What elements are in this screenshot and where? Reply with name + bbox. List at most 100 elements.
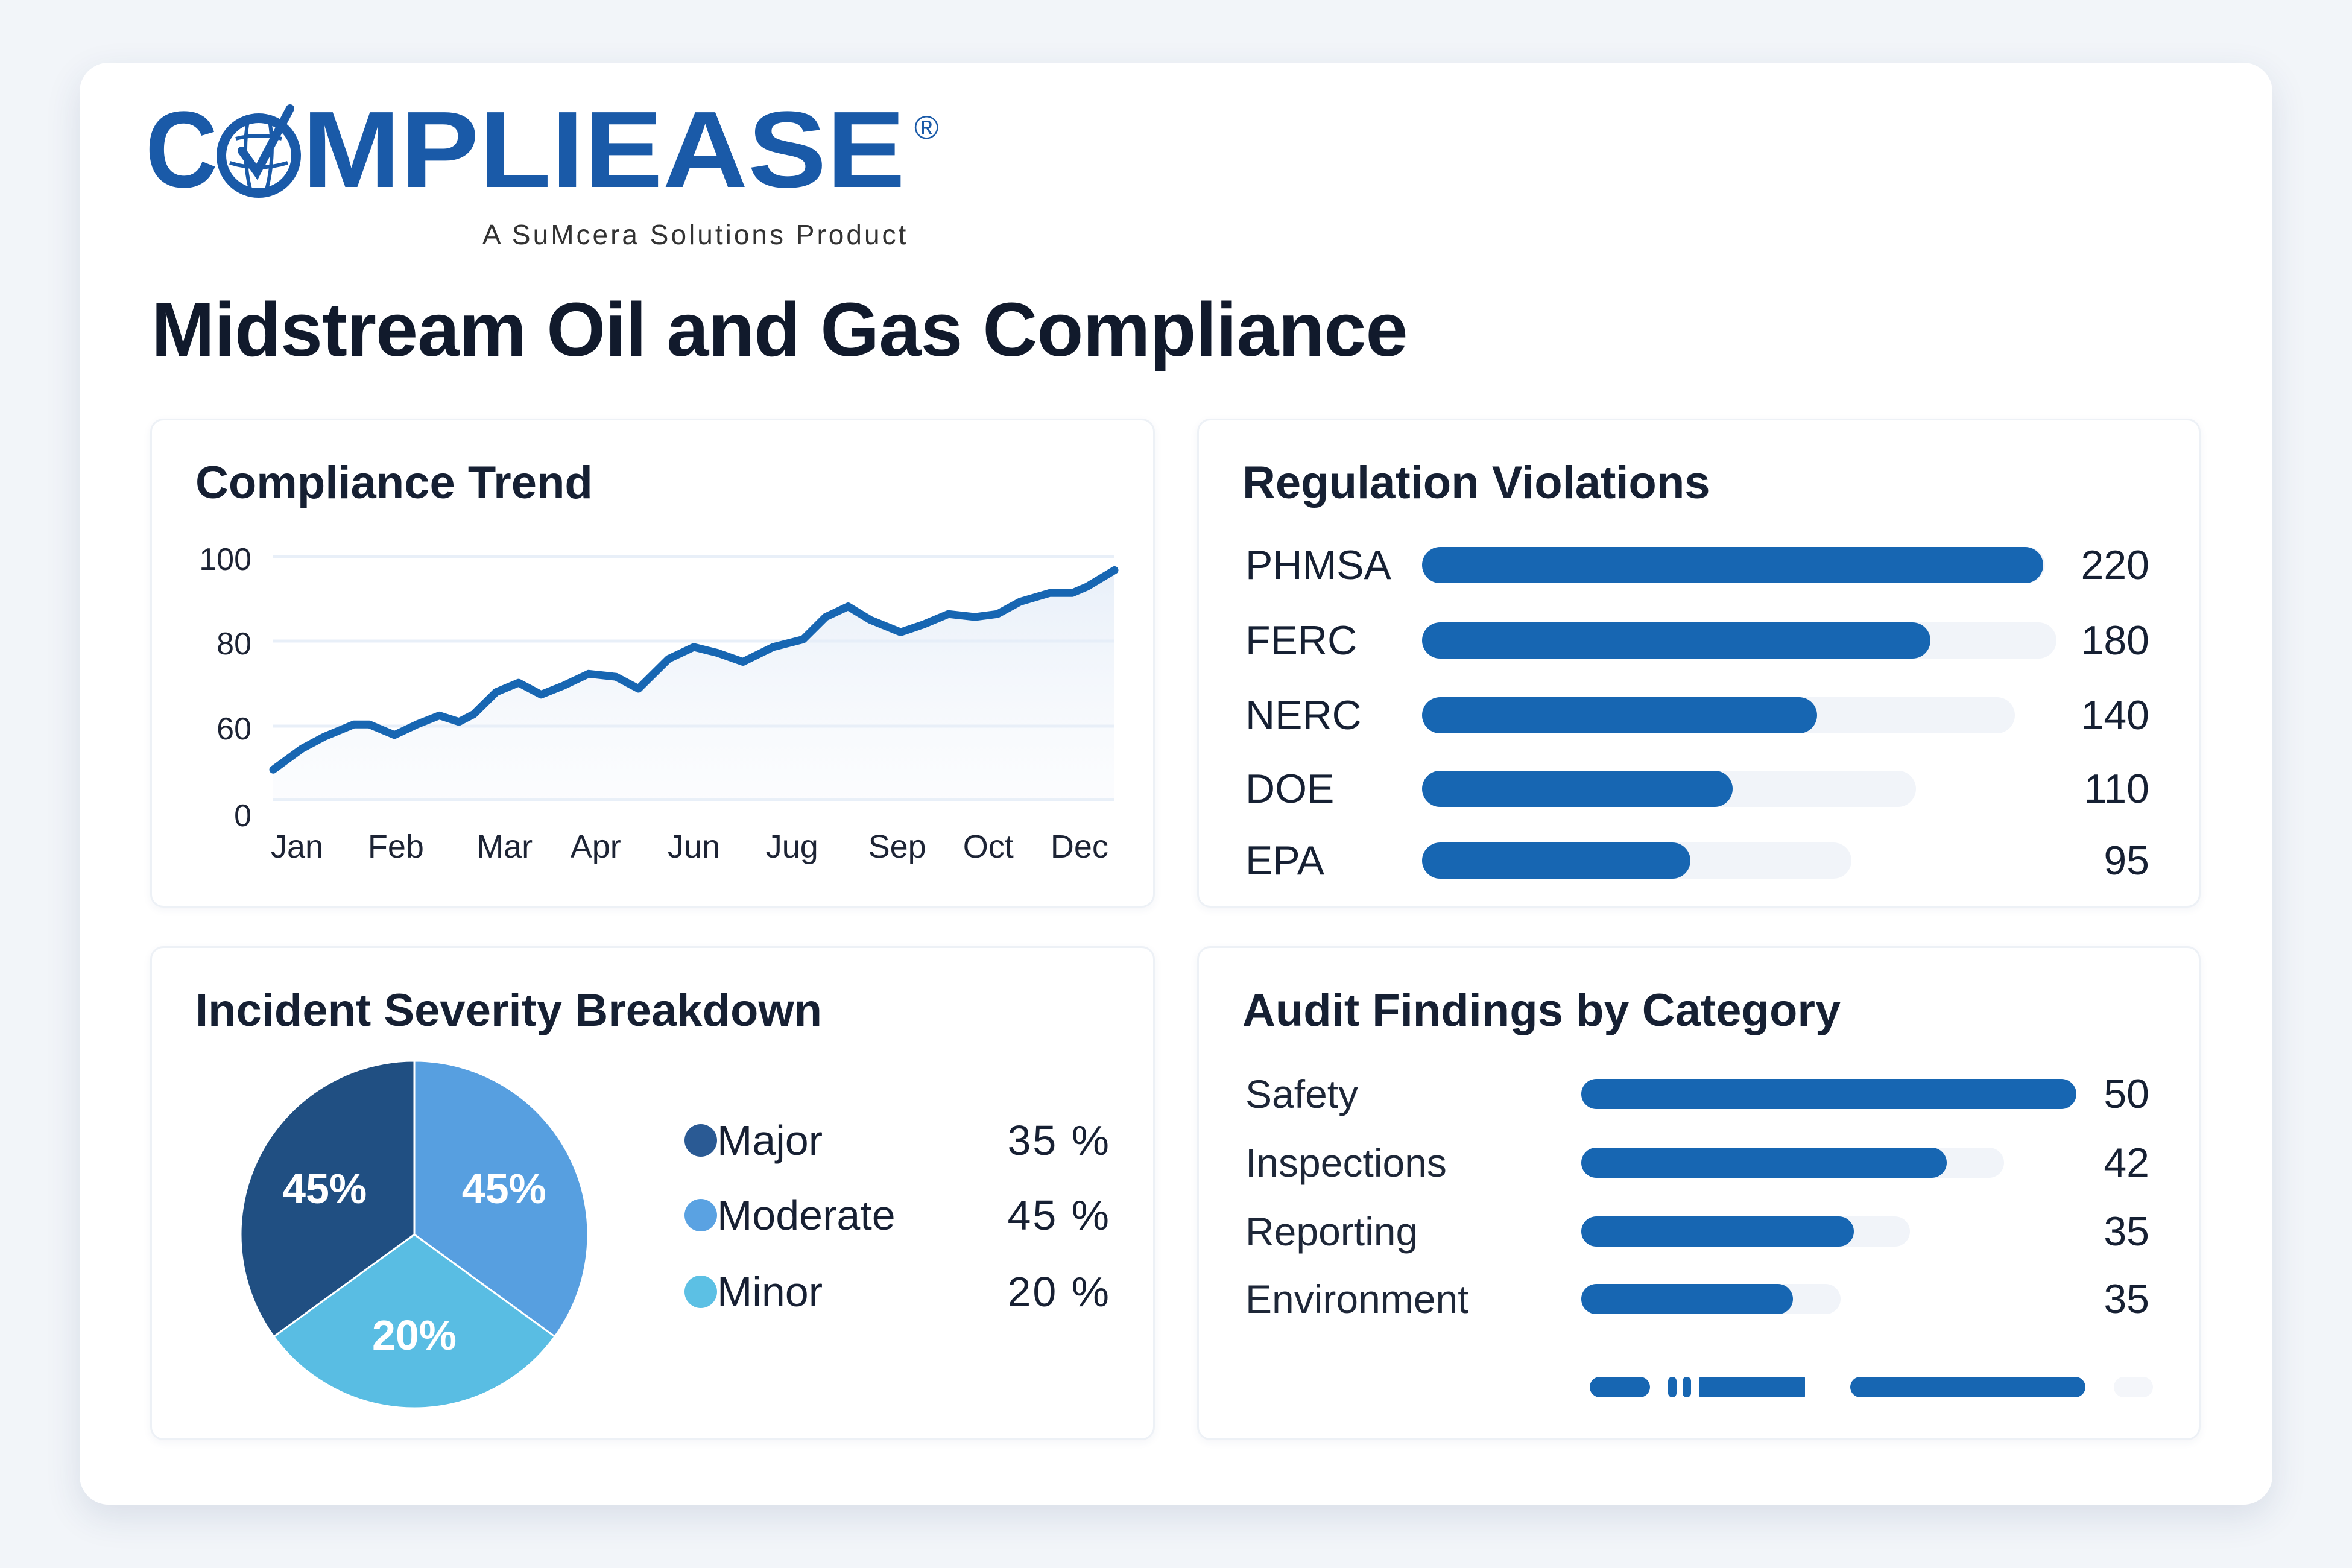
x-tick-label: Dec bbox=[1051, 829, 1108, 865]
legend-label: Minor bbox=[717, 1268, 823, 1315]
x-tick-label: Jan bbox=[271, 829, 323, 865]
bar-fill bbox=[1581, 1079, 2076, 1109]
regulation-violations-panel: Regulation Violations PHMSA 220 FERC 180… bbox=[1197, 419, 2201, 908]
legend-dot bbox=[684, 1276, 717, 1308]
pie-slice-label: 45% bbox=[282, 1165, 367, 1212]
bar-label: PHMSA bbox=[1245, 542, 1391, 588]
audit-row-inspections: Inspections 42 bbox=[1199, 1139, 2199, 1187]
bar-value: 42 bbox=[2104, 1140, 2149, 1186]
audit-row-environment: Environment 35 bbox=[1199, 1275, 2199, 1323]
x-tick-label: Apr bbox=[571, 829, 621, 865]
compliance-trend-panel: Compliance Trend 0 60 80 100 Jan Feb Mar Apr Jun… bbox=[150, 419, 1155, 908]
audit-row-reporting: Reporting 35 bbox=[1199, 1207, 2199, 1256]
violation-row-doe: DOE 110 bbox=[1199, 765, 2199, 813]
decorative-bar-segment bbox=[1590, 1377, 1650, 1397]
pie-slice bbox=[413, 1060, 589, 1338]
bar-fill bbox=[1581, 1216, 1854, 1247]
x-tick-label: Jun bbox=[668, 829, 720, 865]
bar-value: 35 bbox=[2104, 1209, 2149, 1254]
panel-title: Regulation Violations bbox=[1242, 457, 1710, 508]
bar-track bbox=[1581, 1284, 1841, 1314]
logo-letters: MPLIEASE bbox=[302, 96, 905, 210]
legend-percent: 45 % bbox=[1007, 1192, 1111, 1239]
pie-slice bbox=[272, 1233, 557, 1409]
bar-value: 35 bbox=[2104, 1276, 2149, 1322]
violation-row-phmsa: PHMSA 220 bbox=[1199, 541, 2199, 589]
bar-track bbox=[1422, 697, 2015, 733]
y-tick-label: 60 bbox=[217, 712, 251, 747]
legend-label: Moderate bbox=[717, 1192, 896, 1239]
decorative-bar-track bbox=[2114, 1377, 2153, 1397]
trend-area bbox=[273, 570, 1114, 800]
bar-value: 180 bbox=[2081, 618, 2149, 663]
logo-tagline: A SuMcera Solutions Product bbox=[482, 219, 909, 250]
legend-percent: 20 % bbox=[1007, 1268, 1111, 1315]
compliease-logo: C MPLIEASE ® bbox=[145, 96, 939, 210]
legend-dot bbox=[684, 1124, 717, 1157]
bar-track bbox=[1422, 842, 1851, 879]
audit-row-safety: Safety 50 bbox=[1199, 1070, 2199, 1118]
bar-label: EPA bbox=[1245, 838, 1325, 884]
bar-value: 140 bbox=[2081, 692, 2149, 738]
bar-value: 95 bbox=[2104, 838, 2149, 884]
x-tick-label: Feb bbox=[368, 829, 424, 865]
trend-line bbox=[269, 566, 1119, 774]
audit-findings-panel: Audit Findings by Category Safety 50 Ins… bbox=[1197, 946, 2201, 1440]
legend-item-moderate: Moderate 45 % bbox=[677, 1188, 1111, 1242]
bar-fill bbox=[1422, 547, 2043, 583]
registered-mark: ® bbox=[914, 109, 939, 146]
legend-item-minor: Minor 20 % bbox=[677, 1265, 1111, 1319]
y-tick-label: 100 bbox=[199, 542, 251, 577]
bar-track bbox=[1581, 1079, 2076, 1109]
bar-fill bbox=[1422, 697, 1818, 733]
bar-label: Environment bbox=[1245, 1277, 1469, 1321]
bar-track bbox=[1422, 771, 1916, 807]
bar-value: 50 bbox=[2104, 1071, 2149, 1117]
bar-value: 220 bbox=[2081, 542, 2149, 588]
violation-row-epa: EPA 95 bbox=[1199, 836, 2199, 885]
incident-severity-pie: 45% 20% 45% bbox=[239, 1060, 589, 1409]
legend-dot bbox=[684, 1199, 717, 1231]
bar-fill bbox=[1581, 1148, 1947, 1178]
x-tick-label: Mar bbox=[476, 829, 533, 865]
pie-slice bbox=[239, 1060, 416, 1338]
bar-label: Inspections bbox=[1245, 1140, 1447, 1185]
decorative-bar-segment bbox=[1850, 1377, 2085, 1397]
legend-item-major: Major 35 % bbox=[677, 1113, 1111, 1168]
x-tick-label: Oct bbox=[963, 829, 1014, 865]
bar-track bbox=[1422, 547, 2045, 583]
bar-label: NERC bbox=[1245, 692, 1362, 738]
bar-label: DOE bbox=[1245, 766, 1335, 812]
page-title: Midstream Oil and Gas Compliance bbox=[151, 287, 1408, 372]
panel-title: Incident Severity Breakdown bbox=[195, 985, 822, 1036]
incident-severity-panel: Incident Severity Breakdown 45% 20% 45% Ma… bbox=[150, 946, 1155, 1440]
panel-title: Compliance Trend bbox=[195, 457, 593, 508]
globe-check-icon bbox=[217, 104, 301, 198]
compliance-trend-chart: 0 60 80 100 Jan Feb Mar Apr Jun Jug Sep Oct Dec bbox=[199, 542, 1119, 865]
bar-fill bbox=[1422, 771, 1733, 807]
bar-track bbox=[1422, 622, 2056, 659]
logo-letter-c: C bbox=[145, 96, 218, 210]
bar-fill bbox=[1581, 1284, 1793, 1314]
panel-title: Audit Findings by Category bbox=[1242, 985, 1841, 1036]
pie-slice-label: 45% bbox=[462, 1165, 546, 1212]
decorative-bar-segment bbox=[1683, 1377, 1691, 1397]
bar-value: 110 bbox=[2084, 766, 2149, 812]
legend-label: Major bbox=[717, 1117, 823, 1164]
pie-slice-label: 20% bbox=[372, 1312, 457, 1359]
bar-track bbox=[1581, 1148, 2004, 1178]
legend-percent: 35 % bbox=[1007, 1117, 1111, 1164]
bar-label: Safety bbox=[1245, 1072, 1359, 1116]
x-tick-label: Sep bbox=[868, 829, 926, 865]
bar-fill bbox=[1422, 842, 1690, 879]
x-tick-label: Jug bbox=[766, 829, 818, 865]
decorative-bar-segment bbox=[1668, 1377, 1677, 1397]
violation-row-nerc: NERC 140 bbox=[1199, 691, 2199, 739]
bar-label: Reporting bbox=[1245, 1209, 1418, 1254]
bar-fill bbox=[1422, 622, 1930, 659]
bar-label: FERC bbox=[1245, 618, 1358, 663]
bar-track bbox=[1581, 1216, 1910, 1247]
violation-row-ferc: FERC 180 bbox=[1199, 616, 2199, 665]
decorative-bar-segment bbox=[1699, 1377, 1805, 1397]
y-tick-label: 0 bbox=[234, 798, 251, 833]
